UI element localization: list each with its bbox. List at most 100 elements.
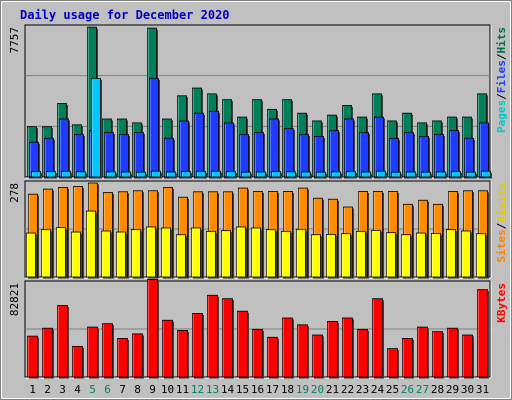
bar-files-day-26-body	[404, 132, 414, 178]
bar-kbytes-day-6-body	[102, 323, 113, 378]
bar-sites-day-25-body	[386, 232, 396, 278]
bar-kbytes-day-15-body	[237, 310, 248, 378]
bar-kbytes-day-24-body	[372, 298, 383, 378]
bar-sites-day-23	[356, 230, 367, 279]
bar-pages-day-8-body	[136, 171, 146, 178]
legend-entry-hits_files_pages-2: Files	[495, 60, 508, 93]
bar-kbytes-day-20-body	[312, 334, 323, 378]
bar-sites-day-4	[71, 231, 82, 279]
bar-sites-day-21	[326, 233, 337, 279]
bar-kbytes-day-22-body	[342, 317, 353, 378]
bar-sites-day-20	[311, 234, 322, 279]
bar-kbytes-day-28	[432, 331, 444, 379]
bar-files-day-7-body	[119, 134, 129, 178]
bar-files-day-12-body	[194, 112, 204, 178]
bar-sites-day-18	[281, 230, 292, 279]
bar-pages-day-11	[181, 171, 192, 179]
bar-sites-day-3	[56, 227, 67, 279]
bar-pages-day-2	[46, 171, 57, 179]
bar-pages-day-1-body	[31, 171, 41, 178]
bar-files-day-20-body	[314, 135, 324, 178]
bar-pages-day-10	[166, 171, 177, 179]
bar-pages-day-6	[106, 171, 117, 179]
bar-sites-day-11-body	[176, 234, 186, 278]
bar-kbytes-day-13	[207, 294, 219, 379]
bar-kbytes-day-21-body	[327, 320, 338, 378]
bar-files-day-10-body	[164, 137, 174, 178]
x-tick-label-day-10: 10	[161, 383, 174, 396]
x-tick-label-day-22: 22	[341, 383, 354, 396]
bar-kbytes-day-24	[372, 298, 384, 379]
bar-pages-day-30-body	[466, 171, 476, 178]
legend-entry-hits_files_pages-0: Pages	[495, 100, 508, 133]
bar-pages-day-3	[61, 170, 72, 179]
bar-pages-day-31-body	[481, 170, 491, 178]
bar-kbytes-day-31	[477, 289, 489, 379]
x-tick-label-day-20: 20	[311, 383, 324, 396]
bar-pages-day-23	[361, 171, 372, 179]
bar-kbytes-day-2	[42, 327, 54, 379]
bar-kbytes-day-23	[357, 328, 369, 379]
bar-files-day-24-body	[374, 116, 384, 178]
bar-kbytes-day-30-body	[462, 334, 473, 378]
bar-sites-day-12-body	[191, 227, 201, 278]
bar-pages-day-16-body	[256, 171, 266, 178]
panel-visits_sites-legend: Sites/Visits	[495, 183, 508, 263]
bar-sites-day-6	[101, 230, 112, 279]
bar-pages-day-10-body	[166, 171, 176, 178]
bar-sites-day-21-body	[326, 233, 336, 278]
bar-sites-day-5-body	[86, 210, 96, 278]
bar-kbytes-day-11	[177, 330, 189, 379]
bar-kbytes-day-26	[402, 338, 414, 379]
bar-kbytes-day-22	[342, 317, 354, 379]
bar-files-day-18	[284, 128, 295, 179]
bar-kbytes-day-29	[447, 327, 459, 379]
bar-kbytes-day-4-body	[72, 345, 83, 378]
x-tick-label-day-11: 11	[176, 383, 189, 396]
bar-kbytes-day-19	[297, 324, 309, 379]
bar-files-day-11	[179, 120, 190, 179]
bar-kbytes-day-8	[132, 333, 144, 379]
bar-files-day-16-body	[254, 132, 264, 178]
bar-files-day-21	[329, 130, 340, 179]
bar-sites-day-14	[221, 230, 232, 279]
bar-sites-day-10	[161, 227, 172, 279]
bar-kbytes-day-31-body	[477, 289, 488, 378]
bar-sites-day-7	[116, 231, 127, 279]
bar-kbytes-day-27	[417, 326, 429, 379]
bar-kbytes-day-16-body	[252, 328, 263, 378]
bar-sites-day-19-body	[296, 228, 306, 278]
bar-pages-day-17	[271, 171, 282, 179]
x-tick-label-day-4: 4	[74, 383, 81, 396]
bar-files-day-30-body	[464, 137, 474, 178]
bar-files-day-29-body	[449, 130, 459, 178]
bar-pages-day-29	[451, 171, 462, 179]
x-tick-label-day-26: 26	[401, 383, 414, 396]
bar-sites-day-27-body	[416, 232, 426, 278]
bar-pages-day-4-body	[76, 171, 86, 178]
panel-kbytes-legend: KBytes	[495, 283, 508, 323]
bar-files-day-23-body	[359, 132, 369, 178]
bar-pages-day-25	[391, 171, 402, 179]
legend-entry-hits_files_pages-4: Hits	[495, 27, 508, 54]
x-axis-labels: 1 2 3 4 5 6 7 8 9 10 11 12 13 14 15 16 17 18 19 20 21 22 23 24 2…	[29, 383, 489, 396]
bar-pages-day-9-body	[151, 170, 161, 178]
x-tick-label-day-31: 31	[476, 383, 489, 396]
x-tick-label-day-25: 25	[386, 383, 399, 396]
bar-sites-day-13	[206, 230, 217, 279]
x-tick-label-day-16: 16	[251, 383, 264, 396]
bar-files-day-9	[149, 77, 160, 179]
bar-kbytes-day-27-body	[417, 326, 428, 378]
x-tick-label-day-28: 28	[431, 383, 444, 396]
bar-pages-day-20	[316, 171, 327, 179]
bar-sites-day-24	[371, 229, 382, 279]
bar-sites-day-4-body	[71, 231, 81, 278]
bar-pages-day-18-body	[286, 171, 296, 178]
x-tick-label-day-7: 7	[119, 383, 126, 396]
bar-files-day-8	[134, 132, 145, 179]
bar-pages-day-7	[121, 171, 132, 179]
legend-entry-hits_files_pages-3: /	[495, 53, 508, 60]
bar-kbytes-day-2-body	[42, 327, 53, 378]
bar-sites-day-1-body	[26, 232, 36, 278]
bar-sites-day-6-body	[101, 230, 111, 278]
